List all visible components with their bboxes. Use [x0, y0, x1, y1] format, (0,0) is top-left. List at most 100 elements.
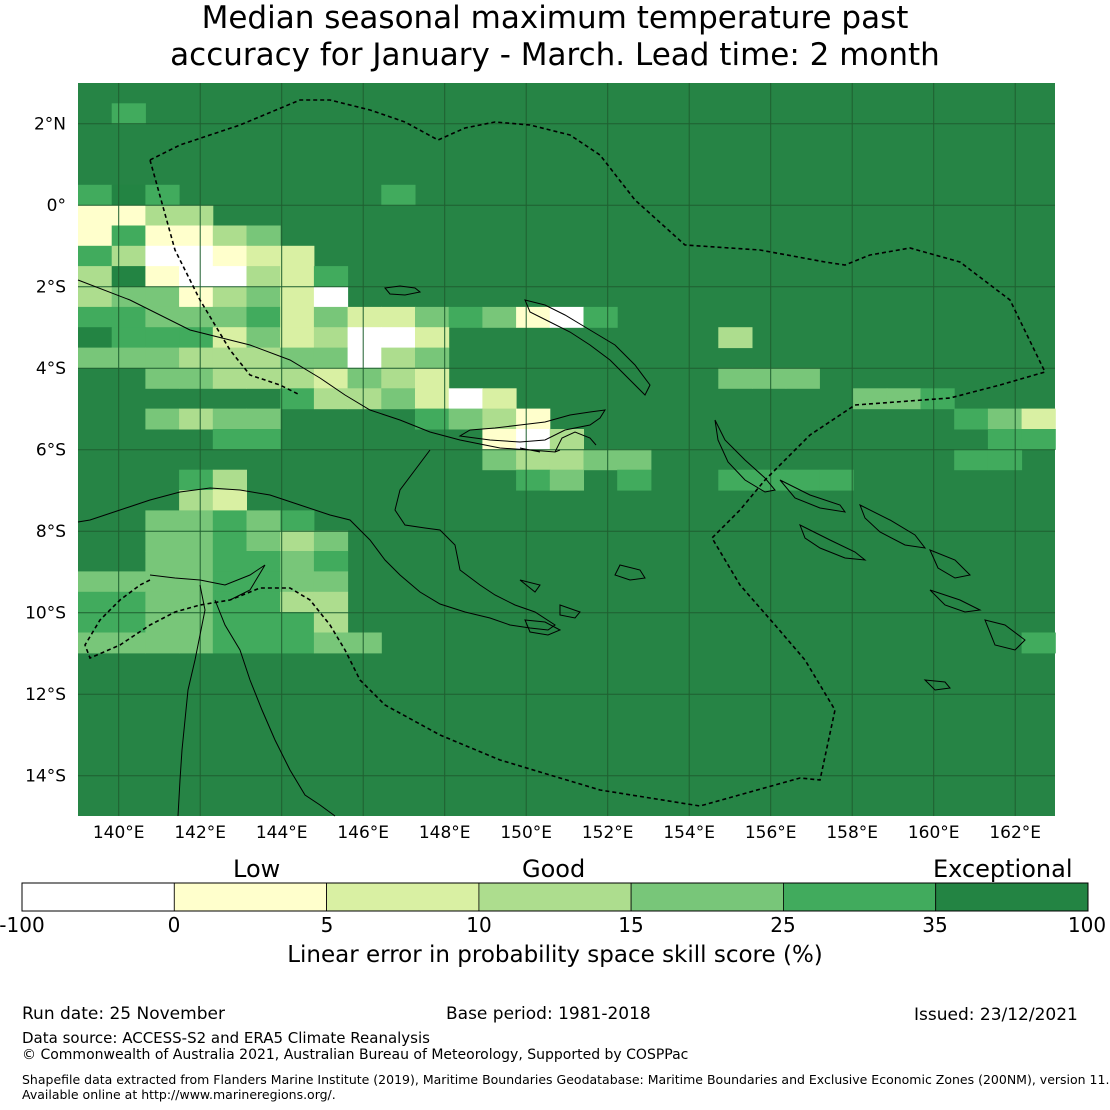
longitude-label: 150°E: [500, 823, 552, 843]
skill-cell: [213, 307, 247, 328]
skill-cell: [247, 633, 281, 654]
colorbar-tick: -100: [0, 913, 45, 937]
skill-cell: [213, 246, 247, 267]
skill-cell: [280, 266, 314, 287]
longitude-label: 154°E: [663, 823, 715, 843]
colorbar-tick: 15: [618, 913, 643, 937]
skill-cell: [516, 470, 550, 491]
skill-cell: [247, 409, 281, 430]
longitude-label: 140°E: [93, 823, 145, 843]
skill-cell: [247, 287, 281, 308]
skill-cell: [213, 531, 247, 552]
skill-cell: [247, 429, 281, 450]
skill-cell: [213, 470, 247, 491]
colorbar-tick: 25: [770, 913, 795, 937]
colorbar-box: [936, 883, 1088, 911]
issued-date: Issued: 23/12/2021: [914, 1005, 1078, 1025]
colorbar-box: [327, 883, 479, 911]
skill-cell: [78, 266, 112, 287]
skill-cell: [280, 592, 314, 613]
skill-cell: [247, 266, 281, 287]
colorbar-category-low: Low: [233, 855, 280, 883]
colorbar-boxes: [22, 883, 1088, 911]
longitude-label: 158°E: [826, 823, 878, 843]
skill-cell: [112, 246, 146, 267]
skill-cell: [988, 429, 1022, 450]
skill-cell: [954, 409, 988, 430]
skill-cell: [718, 470, 752, 491]
skill-cell: [78, 205, 112, 226]
skill-cell: [179, 409, 213, 430]
skill-cell: [145, 510, 179, 531]
latitude-label: 6°S: [36, 441, 66, 461]
skill-cell: [247, 348, 281, 369]
run-date: Run date: 25 November: [22, 1004, 225, 1024]
skill-cell: [314, 266, 348, 287]
colorbar-tick: 0: [168, 913, 181, 937]
skill-cell: [213, 612, 247, 633]
skill-cell: [112, 266, 146, 287]
longitude-label: 146°E: [337, 823, 389, 843]
skill-cell: [415, 348, 449, 369]
skill-cell: [381, 327, 415, 348]
longitude-label: 160°E: [908, 823, 960, 843]
skill-cell: [280, 246, 314, 267]
skill-cell: [516, 449, 550, 470]
skill-cell: [314, 327, 348, 348]
skill-cell: [718, 368, 752, 389]
skill-cell: [1022, 633, 1056, 654]
skill-cell: [415, 409, 449, 430]
skill-cell: [381, 348, 415, 369]
skill-cell: [482, 388, 516, 409]
skill-cell: [348, 633, 382, 654]
skill-cell: [1022, 409, 1056, 430]
skill-cell: [78, 348, 112, 369]
latitude-label: 2°S: [36, 278, 66, 298]
latitude-label: 2°N: [34, 115, 66, 135]
skill-cell: [584, 307, 618, 328]
latitude-label: 12°S: [25, 685, 66, 705]
skill-cell: [112, 571, 146, 592]
skill-cell: [314, 388, 348, 409]
skill-cell: [314, 307, 348, 328]
skill-cell: [78, 571, 112, 592]
skill-cell: [145, 226, 179, 247]
colorbar-tick: 10: [466, 913, 491, 937]
skill-cell: [280, 388, 314, 409]
skill-cell: [482, 307, 516, 328]
skill-cell: [247, 612, 281, 633]
skill-cell: [213, 409, 247, 430]
skill-cell: [145, 633, 179, 654]
skill-cell: [853, 388, 887, 409]
skill-cell: [617, 449, 651, 470]
colorbar-tick: 5: [321, 913, 334, 937]
latitude-label: 14°S: [25, 767, 66, 787]
skill-cell: [247, 531, 281, 552]
skill-cell: [550, 429, 584, 450]
skill-cell: [247, 226, 281, 247]
skill-cell: [179, 307, 213, 328]
skill-cell: [415, 388, 449, 409]
skill-cell: [145, 287, 179, 308]
colorbar-box: [174, 883, 326, 911]
map-area: [78, 83, 1056, 816]
skill-cell: [988, 409, 1022, 430]
skill-cell: [78, 185, 112, 206]
skill-cell: [247, 510, 281, 531]
skill-cell: [280, 327, 314, 348]
colorbar-box: [22, 883, 174, 911]
data-source: Data source: ACCESS-S2 and ERA5 Climate …: [22, 1029, 430, 1047]
base-period: Base period: 1981-2018: [446, 1004, 651, 1024]
skill-cell: [449, 388, 483, 409]
longitude-label: 152°E: [582, 823, 634, 843]
skill-cell: [247, 307, 281, 328]
longitude-label: 148°E: [419, 823, 471, 843]
skill-cell: [718, 327, 752, 348]
skill-cell: [988, 449, 1022, 470]
skill-cell: [179, 287, 213, 308]
skill-cell: [280, 612, 314, 633]
skill-cell: [179, 551, 213, 572]
skill-cell: [954, 449, 988, 470]
skill-cell: [78, 307, 112, 328]
skill-cell: [584, 449, 618, 470]
